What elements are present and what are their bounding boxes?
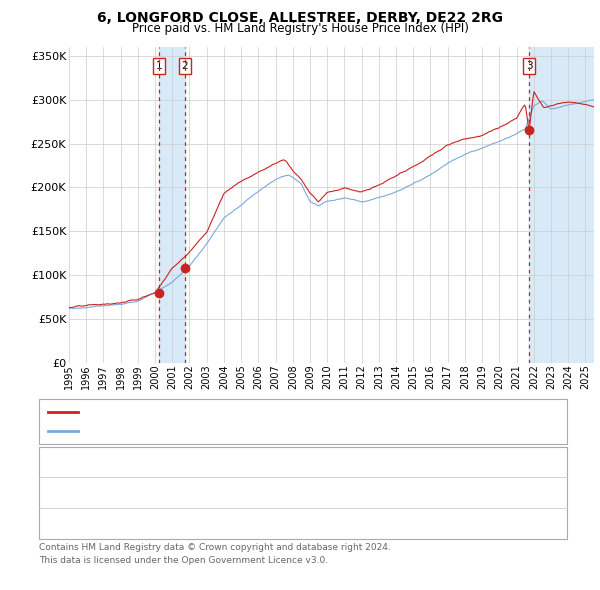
Text: 11% ↑ HPI: 11% ↑ HPI	[372, 486, 434, 499]
Text: 4% ↓ HPI: 4% ↓ HPI	[372, 517, 427, 530]
Text: ≈ HPI: ≈ HPI	[372, 455, 405, 468]
Text: £265,000: £265,000	[252, 517, 308, 530]
Text: Contains HM Land Registry data © Crown copyright and database right 2024.
This d: Contains HM Land Registry data © Crown c…	[39, 543, 391, 565]
Bar	[529, 47, 594, 363]
Text: 6, LONGFORD CLOSE, ALLESTREE, DERBY, DE22 2RG (detached house): 6, LONGFORD CLOSE, ALLESTREE, DERBY, DE2…	[81, 407, 470, 417]
Text: 27-SEP-2001: 27-SEP-2001	[93, 486, 168, 499]
Text: 2: 2	[47, 488, 55, 497]
Text: 1: 1	[156, 61, 163, 71]
Bar	[159, 47, 185, 363]
Text: 3: 3	[526, 61, 532, 71]
Text: 24-MAR-2000: 24-MAR-2000	[93, 455, 172, 468]
Text: £80,000: £80,000	[252, 455, 300, 468]
Text: Price paid vs. HM Land Registry's House Price Index (HPI): Price paid vs. HM Land Registry's House …	[131, 22, 469, 35]
Text: 2: 2	[182, 61, 188, 71]
Text: 22-SEP-2021: 22-SEP-2021	[93, 517, 168, 530]
Text: 3: 3	[47, 519, 55, 528]
Text: £108,000: £108,000	[252, 486, 308, 499]
Text: 1: 1	[47, 457, 55, 467]
Text: 6, LONGFORD CLOSE, ALLESTREE, DERBY, DE22 2RG: 6, LONGFORD CLOSE, ALLESTREE, DERBY, DE2…	[97, 11, 503, 25]
Text: HPI: Average price, detached house, City of Derby: HPI: Average price, detached house, City…	[81, 427, 355, 436]
